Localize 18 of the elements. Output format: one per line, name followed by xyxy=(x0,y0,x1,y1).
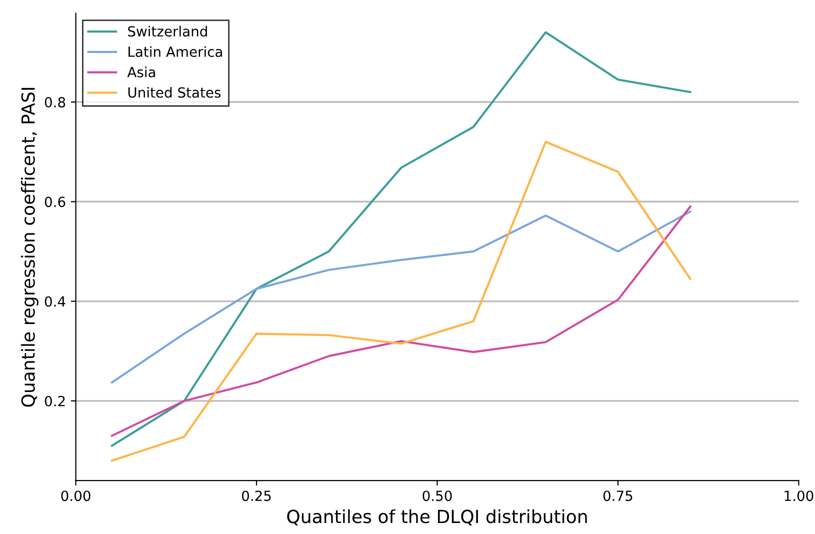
y-axis-title: Quantile regression coefficent, PASI xyxy=(20,88,38,407)
x-tick-label: 0.75 xyxy=(603,490,632,502)
line-series xyxy=(110,206,692,437)
x-tick-label: 1.00 xyxy=(784,490,814,502)
legend-label: Latin America xyxy=(128,46,222,57)
x-axis-title: Quantiles of the DLQI distribution xyxy=(287,509,587,526)
legend-label: Asia xyxy=(127,66,156,78)
legend-label: United States xyxy=(128,87,221,98)
line-series xyxy=(110,140,692,462)
y-tick-label: 0.8 xyxy=(44,96,66,108)
x-tick-label: 0.50 xyxy=(422,490,452,502)
legend-label: Switzerland xyxy=(128,26,207,37)
y-tick-label: 0.6 xyxy=(44,196,66,208)
x-tick-label: 0.00 xyxy=(61,490,90,502)
y-tick-label: 0.4 xyxy=(44,296,66,307)
y-tick-label: 0.2 xyxy=(44,396,65,406)
x-tick-label: 0.25 xyxy=(242,490,271,502)
line-series xyxy=(110,210,692,384)
